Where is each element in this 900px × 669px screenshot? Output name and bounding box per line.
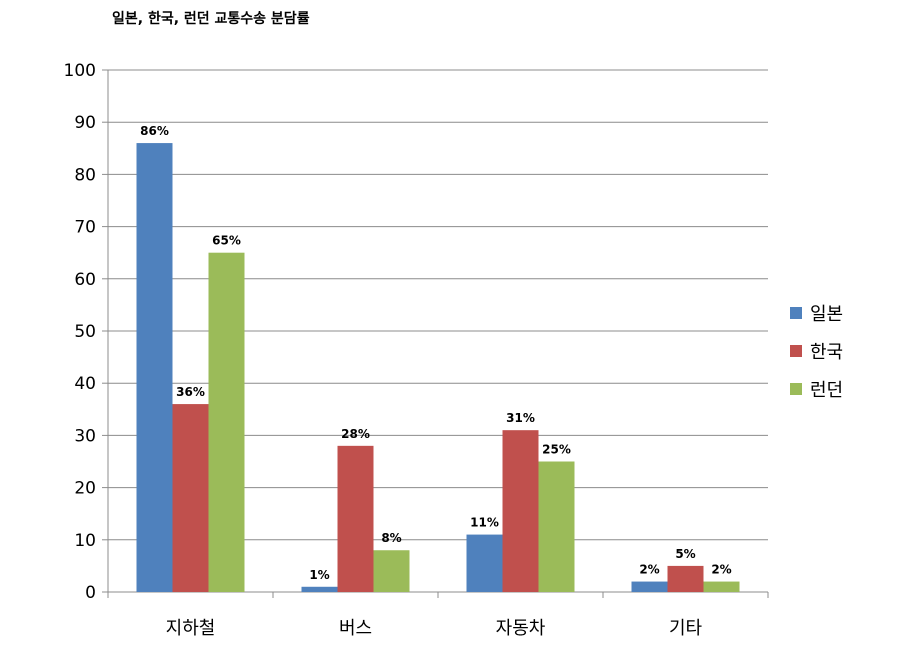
y-tick-label: 80 (74, 165, 96, 185)
legend-label: 일본 (810, 304, 843, 325)
y-tick-label: 70 (74, 218, 96, 238)
x-tick-label: 자동차 (496, 618, 546, 639)
bar (373, 550, 410, 592)
bar (172, 404, 209, 592)
y-tick-label: 40 (74, 374, 96, 394)
bar (337, 445, 374, 592)
data-label: 2% (711, 563, 731, 577)
y-tick-label: 100 (64, 61, 96, 81)
data-label: 1% (309, 568, 329, 582)
legend-label: 런던 (810, 380, 843, 401)
data-label: 65% (212, 234, 241, 248)
bar (136, 143, 173, 592)
axes: 0 10 20 30 40 50 60 70 80 90 100 지하철 버스 자동차 기타 (64, 61, 769, 639)
bar (667, 565, 704, 592)
data-label: 86% (140, 124, 169, 138)
bar (538, 461, 575, 592)
data-label: 28% (341, 427, 370, 441)
data-label: 11% (470, 516, 499, 530)
data-label: 2% (639, 563, 659, 577)
bar (208, 252, 245, 592)
y-tick-label: 90 (74, 113, 96, 133)
bars (136, 143, 740, 592)
legend-swatch (790, 307, 802, 319)
data-label: 31% (506, 411, 535, 425)
data-labels: 86% 36% 65% 1% 28% 8% 11% 31% 25% 2% 5% 2% (140, 124, 732, 582)
x-tick-label: 지하철 (166, 618, 216, 639)
x-tick-label: 버스 (339, 618, 372, 639)
chart-title: 일본, 한국, 런던 교통수송 분담률 (112, 11, 310, 27)
data-label: 5% (675, 547, 695, 561)
y-tick-label: 30 (74, 426, 96, 446)
bar (631, 581, 668, 592)
bar (502, 430, 539, 592)
x-tick-label: 기타 (669, 618, 703, 639)
data-label: 25% (542, 443, 571, 457)
y-tick-label: 60 (74, 270, 96, 290)
y-tick-label: 20 (74, 479, 96, 499)
y-tick-label: 50 (74, 322, 96, 342)
data-label: 36% (176, 385, 205, 399)
legend-swatch (790, 383, 802, 395)
legend-label: 한국 (810, 342, 843, 363)
data-label: 8% (381, 531, 401, 545)
bar (703, 581, 740, 592)
y-tick-label: 0 (85, 583, 96, 603)
legend-swatch (790, 345, 802, 357)
bar (301, 586, 338, 592)
y-tick-label: 10 (74, 531, 96, 551)
bar (466, 534, 503, 592)
